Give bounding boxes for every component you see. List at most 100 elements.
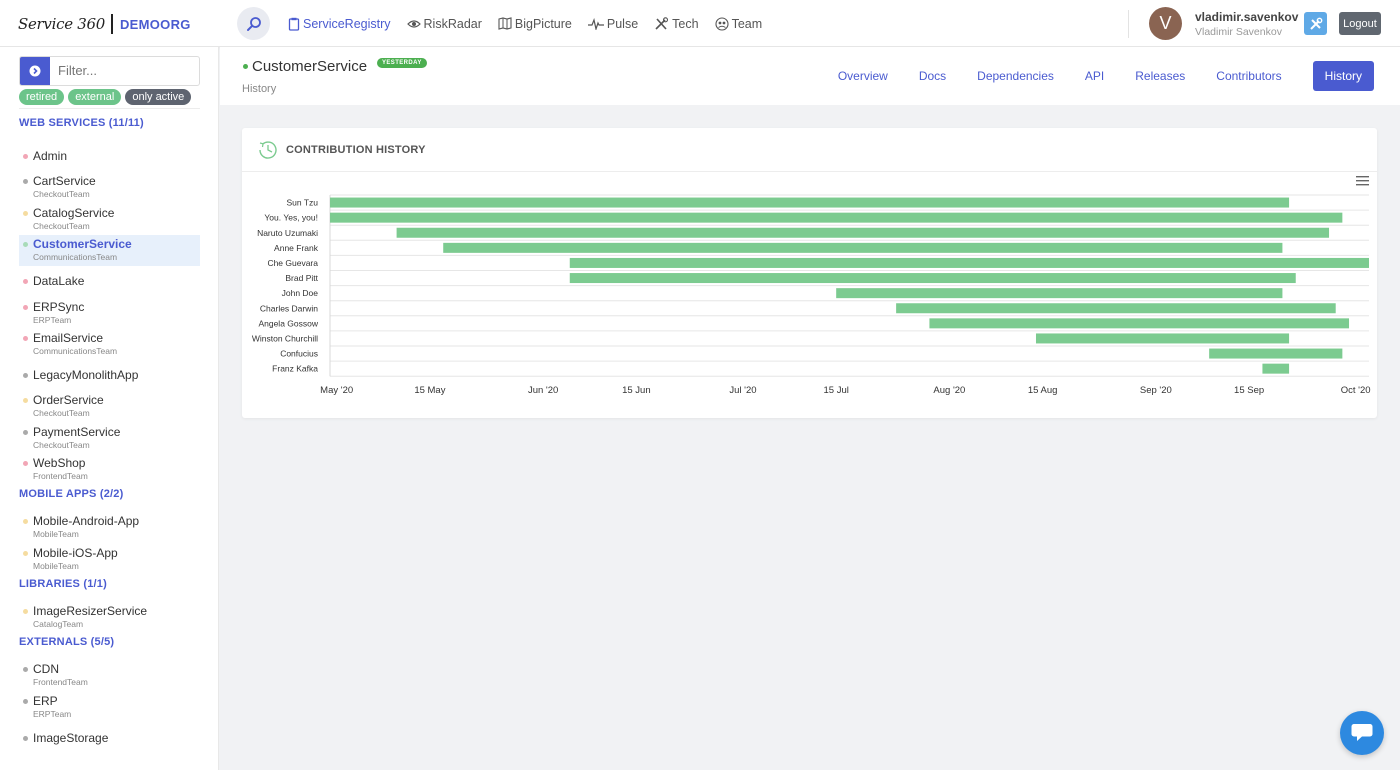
contribution-bar bbox=[836, 288, 1283, 299]
nav-item-bigpicture[interactable]: BigPicture bbox=[498, 17, 572, 31]
x-tick-label: 15 May bbox=[414, 385, 445, 396]
x-tick-label: Oct '20 bbox=[1341, 385, 1371, 396]
status-dot bbox=[243, 64, 248, 69]
status-dot bbox=[23, 304, 28, 310]
tab-docs[interactable]: Docs bbox=[918, 69, 947, 83]
contribution-bar bbox=[1209, 348, 1343, 359]
sidebar-item[interactable]: ERPSync ERPTeam bbox=[19, 298, 200, 329]
contribution-bar bbox=[896, 303, 1336, 314]
service-name: Mobile-iOS-App bbox=[33, 545, 118, 560]
sidebar-item[interactable]: PaymentService CheckoutTeam bbox=[19, 423, 200, 454]
search-button[interactable] bbox=[237, 7, 270, 40]
nav-label: Team bbox=[731, 16, 763, 31]
x-tick-label: Aug '20 bbox=[933, 385, 965, 396]
nav-label: Pulse bbox=[606, 16, 639, 31]
nav-item-serviceregistry[interactable]: ServiceRegistry bbox=[288, 17, 391, 31]
filter-toggle-button[interactable] bbox=[20, 57, 50, 85]
chip-external[interactable]: external bbox=[68, 89, 122, 105]
clipboard-icon bbox=[288, 17, 300, 31]
service-name: ERP bbox=[33, 693, 58, 708]
sidebar-item[interactable]: EmailService CommunicationsTeam bbox=[19, 329, 200, 360]
contribution-bar bbox=[330, 212, 1343, 223]
contribution-bar bbox=[396, 227, 1330, 238]
service-team: FrontendTeam bbox=[33, 677, 88, 688]
status-dot bbox=[23, 608, 28, 614]
nav-label: Tech bbox=[672, 16, 699, 31]
sidebar-item[interactable]: WebShop FrontendTeam bbox=[19, 454, 200, 485]
service-name: DataLake bbox=[33, 274, 85, 289]
service-team: FrontendTeam bbox=[33, 471, 88, 481]
service-name: EmailService bbox=[33, 330, 104, 345]
tab-overview[interactable]: Overview bbox=[837, 69, 888, 83]
category-label: Che Guevara bbox=[267, 258, 318, 268]
divider bbox=[19, 108, 200, 109]
status-badge: YESTERDAY bbox=[377, 58, 427, 68]
eye-icon bbox=[406, 19, 421, 28]
tab-history[interactable]: History bbox=[1312, 61, 1374, 91]
service-name: Admin bbox=[33, 149, 68, 163]
tab-contributors[interactable]: Contributors bbox=[1216, 69, 1282, 83]
tabs: Overview Docs Dependencies API Releases … bbox=[807, 61, 1374, 91]
sidebar-item[interactable]: DataLake bbox=[19, 266, 200, 297]
section-header[interactable]: WEB SERVICES (11/11) bbox=[19, 117, 144, 129]
service-name: Mobile-Android-App bbox=[33, 514, 140, 529]
filter-chips: retired external only active bbox=[19, 89, 195, 105]
tab-api[interactable]: API bbox=[1084, 69, 1105, 83]
map-icon bbox=[498, 17, 512, 30]
service-team: ERPTeam bbox=[33, 708, 72, 719]
chip-retired[interactable]: retired bbox=[19, 89, 65, 105]
admin-tools-button[interactable] bbox=[1304, 12, 1327, 35]
tab-dependencies[interactable]: Dependencies bbox=[977, 69, 1054, 83]
tab-releases[interactable]: Releases bbox=[1135, 69, 1186, 83]
service-name: OrderService bbox=[33, 393, 104, 408]
sidebar-item[interactable]: Mobile-Android-App MobileTeam bbox=[19, 512, 200, 543]
nav-item-tech[interactable]: Tech bbox=[654, 16, 699, 31]
sidebar-item[interactable]: ImageStorage bbox=[19, 723, 200, 754]
page-header: CustomerService YESTERDAY History Overvi… bbox=[220, 47, 1400, 105]
nav-label: RiskRadar bbox=[423, 16, 482, 31]
sidebar-item[interactable]: CDN FrontendTeam bbox=[19, 660, 200, 691]
status-dot bbox=[23, 373, 28, 379]
history-clock-icon bbox=[259, 141, 277, 159]
sidebar-item[interactable]: Admin bbox=[19, 141, 200, 172]
user-login[interactable]: vladimir.savenkov bbox=[1195, 10, 1299, 24]
status-dot bbox=[23, 241, 28, 247]
service-name: CDN bbox=[33, 662, 59, 677]
search-icon bbox=[246, 16, 261, 31]
status-dot bbox=[23, 179, 28, 185]
chat-button[interactable] bbox=[1340, 711, 1384, 755]
logout-button[interactable]: Logout bbox=[1339, 12, 1381, 35]
avatar[interactable]: V bbox=[1149, 7, 1182, 40]
nav-item-riskradar[interactable]: RiskRadar bbox=[406, 16, 482, 31]
sidebar-item[interactable]: CustomerService CommunicationsTeam bbox=[19, 234, 200, 266]
wrench-icon bbox=[1309, 17, 1322, 30]
chip-only-active[interactable]: only active bbox=[125, 89, 192, 105]
status-dot bbox=[23, 735, 28, 741]
user-divider bbox=[1128, 10, 1129, 38]
section-header[interactable]: LIBRARIES (1/1) bbox=[19, 577, 107, 590]
section-header[interactable]: EXTERNALS (5/5) bbox=[19, 636, 115, 649]
nav-item-team[interactable]: Team bbox=[715, 16, 763, 31]
contribution-bar bbox=[569, 273, 1296, 284]
service-name: CatalogService bbox=[33, 205, 115, 220]
sidebar-item[interactable]: ImageResizerService CatalogTeam bbox=[19, 602, 200, 633]
org-name: DEMOORG bbox=[119, 16, 191, 32]
filter-input[interactable] bbox=[58, 63, 188, 78]
sidebar-item[interactable]: OrderService CheckoutTeam bbox=[19, 391, 200, 422]
category-label: Brad Pitt bbox=[285, 273, 318, 283]
contribution-bar bbox=[1035, 333, 1290, 344]
sidebar-item[interactable]: ERP ERPTeam bbox=[19, 692, 200, 723]
menu-icon[interactable] bbox=[1356, 176, 1369, 186]
nav-item-pulse[interactable]: Pulse bbox=[587, 16, 639, 31]
sidebar-item[interactable]: CartService CheckoutTeam bbox=[19, 172, 200, 203]
status-dot bbox=[23, 279, 28, 285]
service-name: CartService bbox=[33, 174, 96, 189]
category-label: Anne Frank bbox=[274, 243, 319, 253]
brand[interactable]: Service 360 DEMOORG bbox=[18, 12, 191, 36]
sidebar-item[interactable]: LegacyMonolithApp bbox=[19, 360, 200, 391]
sidebar-item[interactable]: CatalogService CheckoutTeam bbox=[19, 204, 200, 235]
section-header[interactable]: MOBILE APPS (2/2) bbox=[19, 488, 124, 501]
sidebar-item[interactable]: Mobile-iOS-App MobileTeam bbox=[19, 544, 200, 575]
category-label: Charles Darwin bbox=[260, 303, 318, 313]
tools-icon bbox=[655, 16, 669, 30]
